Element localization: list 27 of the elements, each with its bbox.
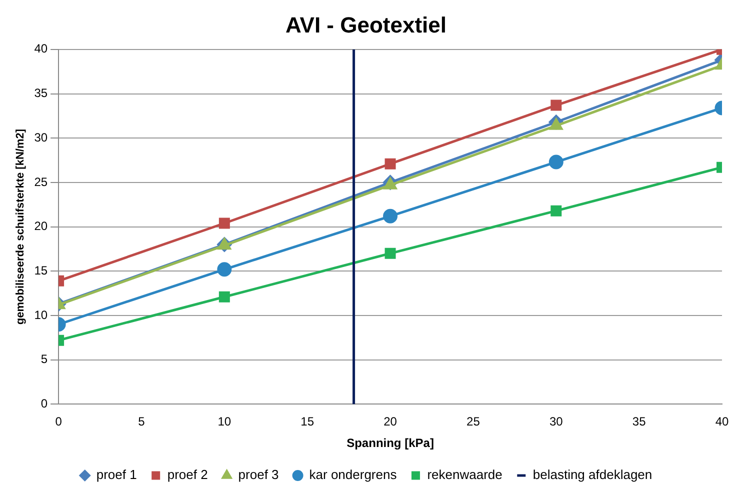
x-tick-label: 0	[55, 414, 62, 429]
y-tick-label: 30	[34, 130, 48, 144]
y-tick-label: 40	[34, 42, 48, 56]
x-tick-label: 30	[549, 414, 564, 429]
x-axis-title: Spanning [kPa]	[346, 436, 434, 450]
x-tick-label: 35	[632, 414, 646, 429]
x-tick-label: 15	[300, 414, 314, 429]
x-tick-label: 5	[138, 414, 146, 429]
chart-title: AVI - Geotextiel	[286, 12, 446, 38]
y-axis-title: gemobiliseerde schuifsterkte [kN/m2]	[14, 128, 27, 325]
legend-label: proef 1	[96, 467, 137, 482]
legend-label: proef 2	[167, 467, 208, 482]
x-tick-label: 10	[218, 414, 232, 429]
x-tick-label: 25	[466, 414, 480, 429]
legend-label: proef 3	[238, 467, 279, 482]
x-tick-label: 20	[384, 414, 398, 429]
legend-label: rekenwaarde	[427, 467, 502, 482]
legend-label: kar ondergrens	[309, 467, 398, 482]
y-tick-label: 15	[34, 263, 48, 278]
legend-label: belasting afdeklagen	[532, 467, 652, 482]
y-tick-label: 35	[34, 86, 48, 100]
x-tick-label: 40	[715, 414, 729, 429]
y-tick-label: 5	[40, 352, 48, 366]
y-tick-label: 0	[40, 396, 48, 411]
y-tick-label: 25	[34, 174, 48, 189]
y-tick-label: 10	[34, 308, 48, 322]
y-tick-label: 20	[34, 219, 48, 234]
